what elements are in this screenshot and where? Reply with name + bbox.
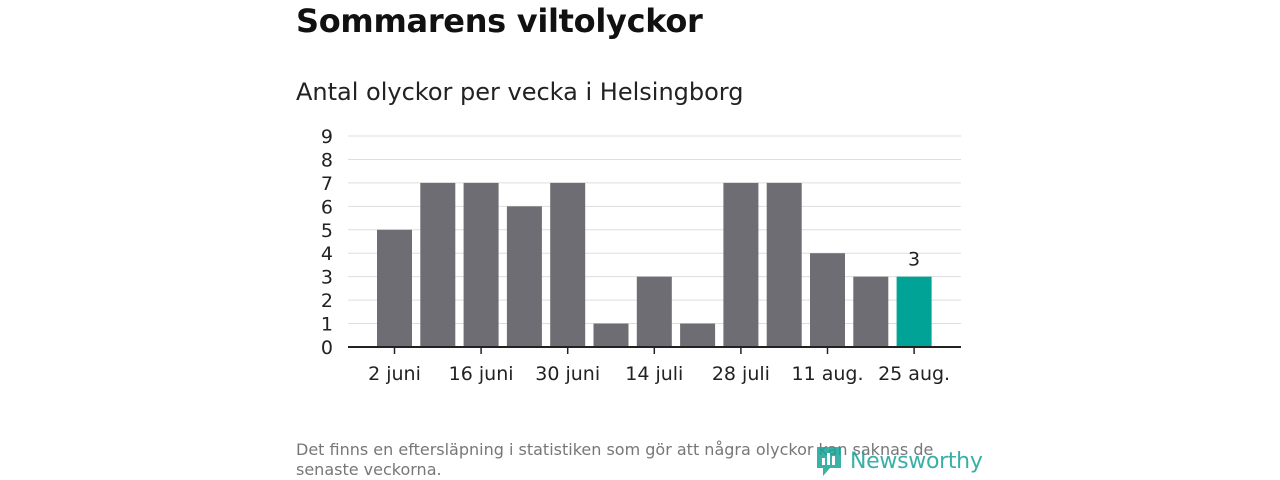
y-tick-label: 6 bbox=[321, 196, 333, 218]
bar bbox=[636, 276, 672, 347]
data-labels: 3 bbox=[908, 249, 920, 271]
newsworthy-logo-text: Newsworthy bbox=[850, 448, 983, 474]
bars bbox=[377, 182, 932, 347]
y-tick-label: 3 bbox=[321, 267, 333, 289]
data-label: 3 bbox=[908, 249, 920, 271]
y-tick-label: 5 bbox=[321, 220, 333, 242]
y-tick-label: 2 bbox=[321, 290, 333, 312]
x-tick-label: 25 aug. bbox=[878, 363, 950, 385]
bar bbox=[550, 182, 586, 347]
x-tick-label: 11 aug. bbox=[791, 363, 863, 385]
y-tick-label: 4 bbox=[321, 243, 333, 265]
bar bbox=[506, 206, 542, 347]
y-tick-label: 9 bbox=[321, 126, 333, 148]
bar bbox=[766, 182, 802, 347]
bar bbox=[853, 276, 889, 347]
y-tick-label: 7 bbox=[321, 173, 333, 195]
bar bbox=[463, 182, 499, 347]
chart-subtitle: Antal olyckor per vecka i Helsingborg bbox=[296, 78, 744, 106]
chart-title: Sommarens viltolyckor bbox=[296, 2, 703, 40]
footnote: Det finns en eftersläpning i statistiken… bbox=[296, 440, 934, 479]
y-tick-label: 8 bbox=[321, 149, 333, 171]
x-tick-label: 28 juli bbox=[712, 363, 770, 385]
x-tick-label: 30 juni bbox=[535, 363, 600, 385]
bar bbox=[377, 229, 412, 347]
bar bbox=[810, 253, 845, 347]
x-tick-label: 14 juli bbox=[625, 363, 683, 385]
bar bbox=[723, 182, 759, 347]
x-tick-label: 16 juni bbox=[449, 363, 514, 385]
bar-highlighted bbox=[896, 276, 932, 347]
bar bbox=[420, 182, 456, 347]
bar bbox=[593, 323, 629, 347]
y-tick-label: 1 bbox=[321, 314, 333, 336]
x-tick-label: 2 juni bbox=[368, 363, 421, 385]
bar bbox=[680, 323, 716, 347]
newsworthy-logo: Newsworthy bbox=[814, 444, 983, 478]
x-axis bbox=[348, 346, 961, 354]
newsworthy-logo-icon bbox=[817, 447, 841, 476]
x-axis-tick-labels: 2 juni 16 juni 30 juni 14 juli 28 juli 11 aug… bbox=[368, 363, 950, 385]
y-tick-label: 0 bbox=[321, 337, 333, 359]
